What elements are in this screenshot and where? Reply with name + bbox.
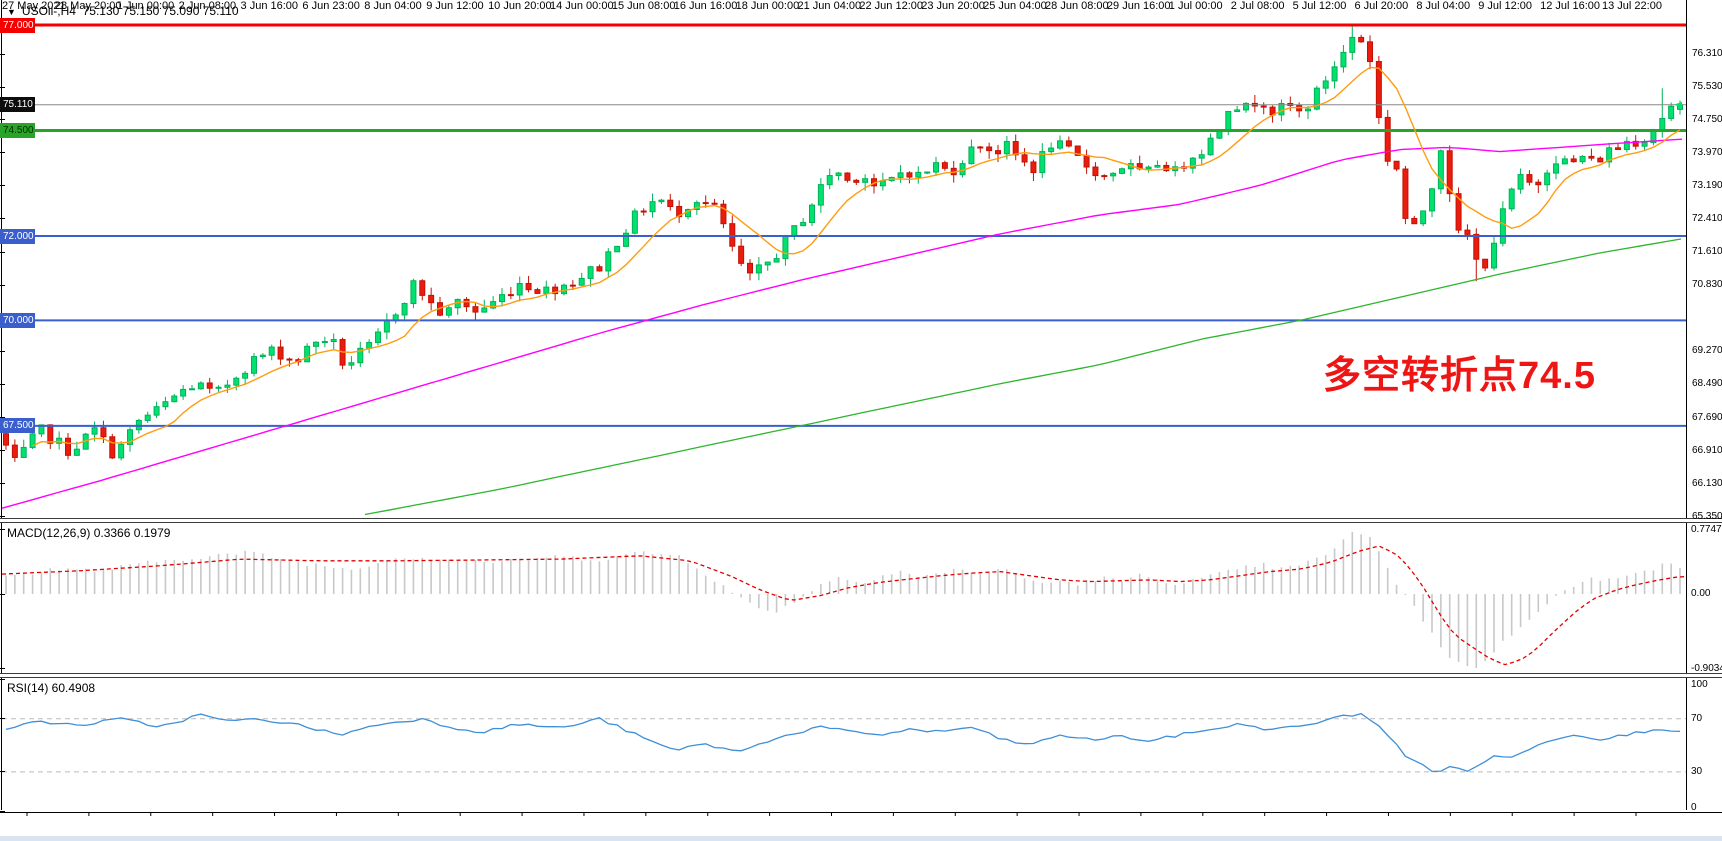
rsi-indicator-label: RSI(14) 60.4908 [7, 681, 96, 695]
price-tick [0, 119, 5, 121]
price-tick-label: 68.490 [1692, 378, 1722, 390]
rsi-tick [0, 718, 5, 720]
time-axis[interactable] [0, 812, 1722, 836]
rsi-tick-label: 100 [1691, 679, 1708, 690]
time-axis-label: 1 Jul 00:00 [1168, 0, 1223, 12]
price-tick [0, 86, 5, 88]
price-line-badge: 72.000 [0, 228, 35, 244]
rsi-tick-label: 70 [1691, 712, 1703, 724]
time-axis-label: 8 Jul 04:00 [1416, 0, 1471, 12]
price-tick-label: 73.190 [1692, 179, 1722, 191]
ohlc-values: 75.130 75.150 75.090 75.110 [82, 4, 239, 18]
price-tick [0, 483, 5, 485]
price-line-badge: 74.500 [0, 123, 35, 138]
macd-indicator-label: MACD(12,26,9) 0.3366 0.1979 [7, 526, 171, 540]
horizontal-level-lines [0, 23, 1686, 427]
current-price-marker [1674, 101, 1682, 108]
time-axis-label: 6 Jul 20:00 [1354, 0, 1409, 12]
dropdown-arrow-icon[interactable]: ▼ [7, 7, 16, 17]
time-axis-label: 21 Jun 04:00 [797, 0, 862, 12]
price-line-badge: 75.110 [0, 97, 35, 113]
price-tick-label: 71.610 [1692, 246, 1722, 258]
time-axis-label: 22 Jun 12:00 [859, 0, 923, 12]
price-tick-label: 69.270 [1692, 345, 1722, 357]
macd-tick-label: 0.7747 [1691, 523, 1722, 535]
ma-fast-orange [32, 66, 1681, 447]
time-axis-label: 27 May 2021 [2, 0, 66, 12]
panel-separator[interactable] [0, 518, 1722, 523]
macd-histogram [5, 531, 1681, 668]
macd-panel[interactable] [0, 523, 1722, 673]
price-tick [0, 152, 5, 154]
price-tick [0, 185, 5, 187]
rsi-tick-label: 30 [1691, 765, 1703, 777]
rsi-panel[interactable] [0, 678, 1722, 810]
rsi-tick [0, 811, 5, 813]
time-axis-label: 9 Jun 12:00 [426, 0, 484, 12]
price-tick-label: 76.310 [1692, 48, 1722, 60]
time-axis-label: 28 May 20:00 [54, 0, 122, 12]
price-tick-label: 75.530 [1692, 81, 1722, 93]
time-axis-label: 2 Jun 08:00 [178, 0, 237, 12]
time-axis-label: 8 Jun 04:00 [364, 0, 422, 12]
time-axis-label: 5 Jul 12:00 [1292, 0, 1347, 12]
price-tick-label: 72.410 [1692, 212, 1722, 224]
rsi-tick-label: 0 [1691, 802, 1697, 813]
time-axis-label: 9 Jul 12:00 [1478, 0, 1533, 12]
price-tick-label: 65.350 [1692, 510, 1722, 522]
macd-tick [0, 529, 5, 531]
time-axis-label: 13 Jul 22:00 [1602, 0, 1662, 12]
price-tick-label: 67.690 [1692, 411, 1722, 423]
symbol-title: ▼ USOil-,H4 75.130 75.150 75.090 75.110 [7, 4, 239, 18]
price-tick-label: 70.830 [1692, 279, 1722, 291]
price-line-badge: 67.500 [0, 418, 35, 434]
rsi-tick [0, 678, 5, 680]
price-tick-label: 74.750 [1692, 113, 1722, 125]
time-axis-label: 2 Jul 08:00 [1230, 0, 1285, 12]
price-tick [0, 450, 5, 452]
macd-tick-label: 0.00 [1691, 588, 1711, 599]
ma-slow-green [364, 238, 1682, 516]
rsi-line [5, 712, 1681, 773]
time-axis-label: 28 Jun 08:00 [1045, 0, 1109, 12]
rsi-tick [0, 771, 5, 773]
symbol-period-label: USOil-,H4 [21, 4, 76, 18]
price-tick [0, 284, 5, 286]
price-tick [0, 350, 5, 352]
time-axis-label: 1 Jun 00:00 [116, 0, 175, 12]
time-axis-label: 3 Jun 16:00 [240, 0, 299, 12]
time-axis-label: 14 Jun 00:00 [549, 0, 614, 12]
macd-signal-line [1, 545, 1686, 666]
time-axis-label: 6 Jun 23:00 [302, 0, 360, 12]
price-tick [0, 516, 5, 518]
time-axis-label: 16 Jun 16:00 [673, 0, 738, 12]
macd-tick [0, 593, 5, 595]
time-axis-label: 23 Jun 20:00 [921, 0, 985, 12]
macd-tick [0, 668, 5, 670]
price-line-badge: 77.000 [0, 17, 35, 33]
macd-tick-label: -0.9034 [1691, 662, 1722, 674]
ma-mid-magenta [1, 138, 1683, 509]
annotation-text: 多空转折点74.5 [1323, 355, 1596, 397]
price-tick-label: 66.910 [1692, 444, 1722, 456]
window-bottom-edge [0, 836, 1722, 841]
time-axis-label: 18 Jun 00:00 [735, 0, 800, 12]
time-axis-label: 25 Jun 04:00 [983, 0, 1047, 12]
panel-separator[interactable] [0, 673, 1722, 678]
time-axis-label: 29 Jun 16:00 [1106, 0, 1171, 12]
price-tick-label: 73.970 [1692, 146, 1722, 158]
price-tick [0, 53, 5, 55]
main-price-chart[interactable] [0, 0, 1722, 518]
time-axis-label: 12 Jul 16:00 [1540, 0, 1601, 12]
price-tick [0, 383, 5, 385]
time-axis-label: 15 Jun 08:00 [611, 0, 676, 12]
price-line-badge: 70.000 [0, 312, 35, 328]
time-axis-label: 10 Jun 20:00 [488, 0, 552, 12]
price-tick-label: 66.130 [1692, 477, 1722, 489]
price-tick [0, 251, 5, 253]
price-tick [0, 417, 5, 419]
price-tick [0, 218, 5, 220]
